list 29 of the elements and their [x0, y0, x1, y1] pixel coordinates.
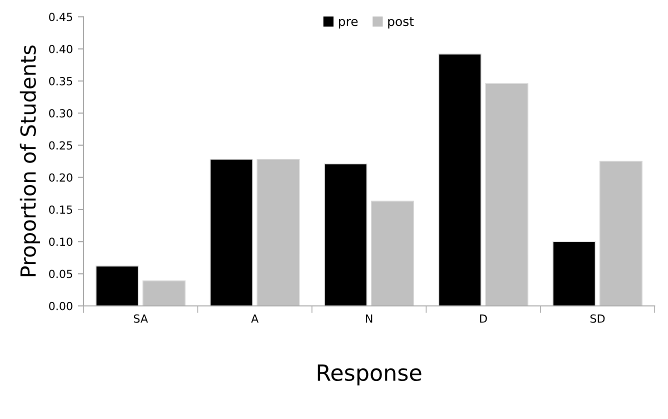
bar — [256, 158, 300, 306]
x-tick-label: SA — [134, 314, 148, 323]
y-axis-title: Proportion of Students — [20, 45, 40, 276]
y-tick-label: 0.35 — [49, 76, 72, 86]
x-tick-label: D — [480, 314, 487, 323]
y-tick-label: 0.10 — [49, 238, 72, 246]
bar — [438, 54, 482, 306]
bar — [552, 241, 596, 306]
bar — [599, 160, 642, 306]
legend-label: pre — [338, 18, 358, 29]
legend-label: post — [388, 17, 414, 29]
y-tick-label: 0.30 — [49, 109, 72, 118]
y-tick-label: 0.20 — [49, 173, 72, 182]
y-tick-label: 0.15 — [49, 205, 72, 214]
y-tick-label: 0.40 — [49, 44, 72, 54]
bar — [210, 158, 253, 306]
bar — [370, 200, 414, 306]
x-axis-title: Response — [318, 364, 422, 386]
bar — [485, 83, 528, 306]
bar — [324, 163, 368, 306]
y-tick-label: 0.05 — [49, 270, 72, 278]
bar — [142, 280, 186, 306]
bar — [96, 266, 139, 306]
y-tick-label: 0.00 — [49, 302, 72, 310]
y-tick-label: 0.45 — [49, 12, 72, 22]
x-tick-label: N — [366, 314, 372, 323]
x-tick-label: SD — [590, 314, 605, 323]
x-tick-label: A — [251, 314, 259, 323]
y-tick-label: 0.25 — [49, 141, 72, 150]
